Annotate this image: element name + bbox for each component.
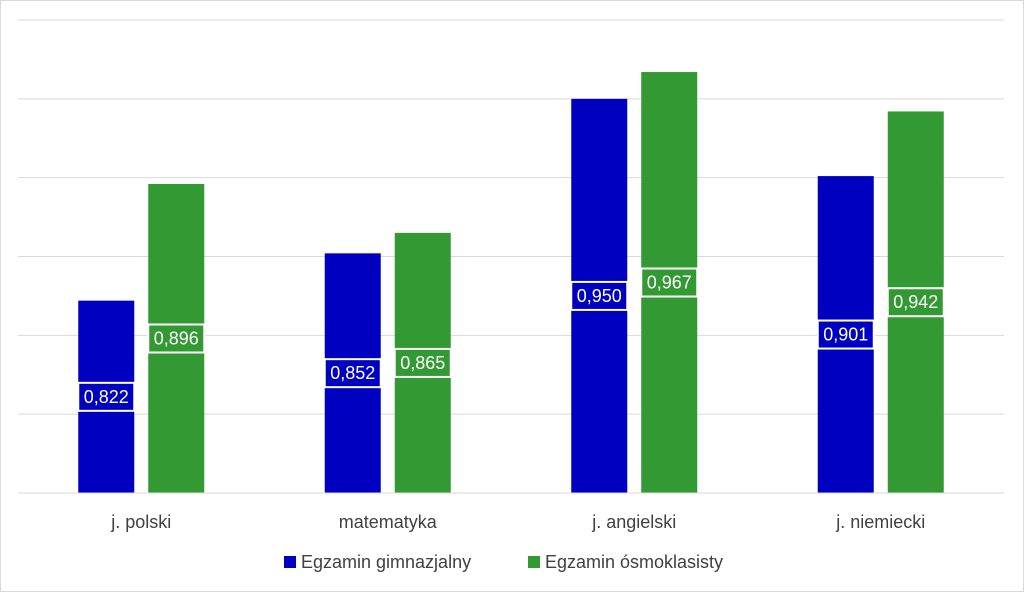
data-label-box-0-3 xyxy=(816,319,875,350)
data-label-0-1: 0,852 xyxy=(330,363,375,383)
data-label-1-1: 0,865 xyxy=(400,353,445,373)
data-label-1-2: 0,967 xyxy=(647,273,692,293)
legend-swatch-0 xyxy=(284,556,296,568)
data-label-box-1-2 xyxy=(640,267,699,298)
data-label-box-1-3 xyxy=(886,287,945,318)
data-label-box-0-1 xyxy=(323,358,382,389)
x-tick-label-3: j. niemiecki xyxy=(835,512,925,532)
data-label-box-1-0 xyxy=(147,323,206,354)
x-tick-label-1: matematyka xyxy=(339,512,438,532)
legend-swatch-1 xyxy=(528,556,540,568)
data-label-box-1-1 xyxy=(393,347,452,378)
data-label-box-0-0 xyxy=(77,381,136,412)
x-tick-label-2: j. angielski xyxy=(591,512,676,532)
legend-label-1: Egzamin ósmoklasisty xyxy=(545,552,723,572)
data-label-1-3: 0,942 xyxy=(893,292,938,312)
data-label-0-2: 0,950 xyxy=(577,286,622,306)
legend-label-0: Egzamin gimnazjalny xyxy=(301,552,471,572)
data-label-0-0: 0,822 xyxy=(84,387,129,407)
data-label-box-0-2 xyxy=(570,280,629,311)
data-label-0-3: 0,901 xyxy=(823,325,868,345)
x-tick-label-0: j. polski xyxy=(110,512,171,532)
data-label-1-0: 0,896 xyxy=(154,328,199,348)
